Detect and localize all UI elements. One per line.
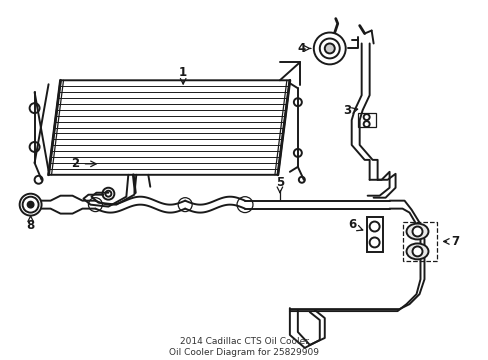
Text: 8: 8 (26, 219, 35, 232)
Ellipse shape (406, 224, 427, 239)
Bar (366, 217, 382, 252)
Ellipse shape (20, 194, 41, 216)
Bar (357, 113, 375, 127)
Text: 2014 Cadillac CTS Oil Cooler
Oil Cooler Diagram for 25829909: 2014 Cadillac CTS Oil Cooler Oil Cooler … (169, 337, 318, 357)
Circle shape (324, 44, 334, 53)
Ellipse shape (406, 243, 427, 259)
Text: 2: 2 (71, 157, 80, 170)
Text: 4: 4 (297, 42, 305, 55)
Text: 7: 7 (450, 235, 459, 248)
Text: 1: 1 (179, 66, 187, 79)
Text: 5: 5 (275, 176, 284, 189)
Circle shape (412, 247, 422, 256)
Bar (402, 221, 437, 261)
Circle shape (27, 202, 34, 208)
Circle shape (412, 226, 422, 237)
Text: 3: 3 (343, 104, 351, 117)
Text: 6: 6 (348, 218, 356, 231)
